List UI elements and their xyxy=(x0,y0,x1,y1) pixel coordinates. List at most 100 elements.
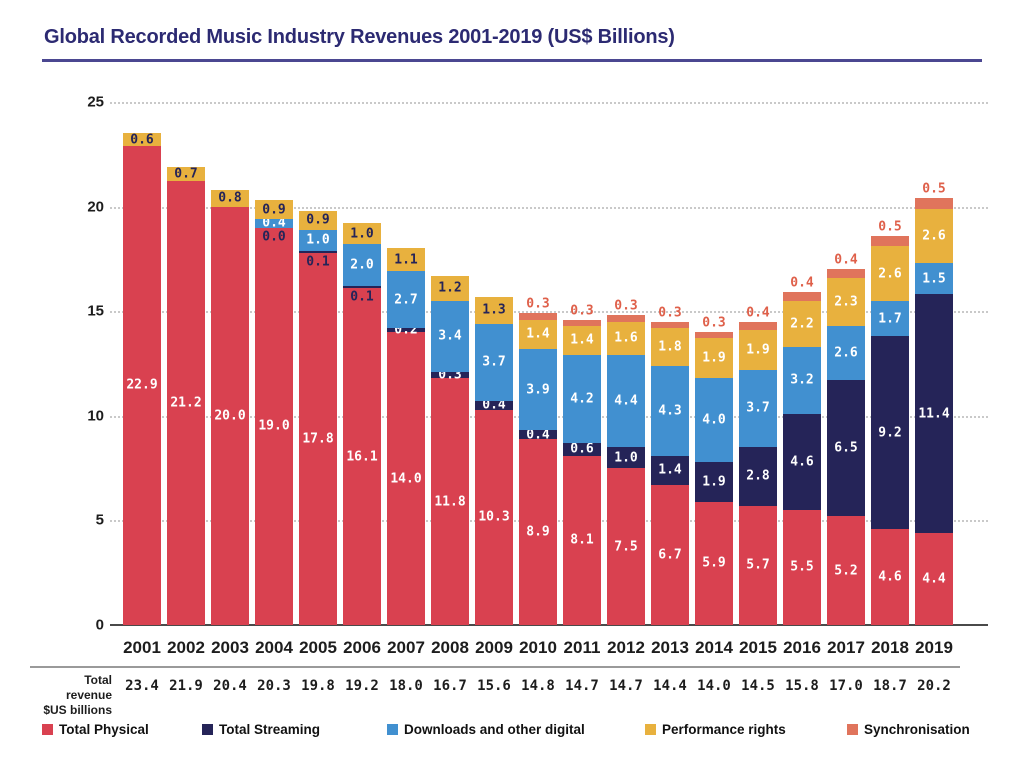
segment-value-label: 22.9 xyxy=(126,377,158,393)
bar-segment-synchronisation xyxy=(783,292,821,301)
segment-value-label: 0.9 xyxy=(306,212,330,228)
bar-segment-performance-rights xyxy=(211,189,249,207)
bar-segment-synchronisation xyxy=(871,235,909,247)
legend-item-downloads-and-other-digital: Downloads and other digital xyxy=(387,722,585,737)
bar-segment-performance-rights xyxy=(871,246,909,301)
bar-segment-total-streaming xyxy=(475,401,513,410)
total-revenue-label-line1: Total revenue xyxy=(65,673,112,702)
bar-segment-total-physical xyxy=(167,181,205,625)
segment-value-label: 1.0 xyxy=(350,226,374,242)
total-revenue-value: 15.8 xyxy=(785,678,819,694)
bar-segment-downloads-and-other-digital xyxy=(343,244,381,287)
bar-segment-performance-rights xyxy=(519,319,557,349)
legend-item-synchronisation: Synchronisation xyxy=(847,722,970,737)
bar-segment-downloads-and-other-digital xyxy=(563,355,601,443)
segment-value-label: 4.6 xyxy=(790,454,814,470)
legend-item-total-streaming: Total Streaming xyxy=(202,722,320,737)
segment-value-label: 3.9 xyxy=(526,382,550,398)
x-axis-label-year: 2013 xyxy=(651,638,689,657)
segment-value-label: 1.6 xyxy=(614,330,638,346)
bar-segment-performance-rights xyxy=(475,296,513,324)
y-axis-label-15: 15 xyxy=(87,302,104,320)
bar-segment-synchronisation xyxy=(519,313,557,320)
bar-segment-total-physical xyxy=(475,409,513,625)
x-axis-label-year: 2017 xyxy=(827,638,865,657)
bar-segment-total-streaming xyxy=(387,327,425,333)
bar-segment-total-physical xyxy=(255,227,293,625)
bar-segment-downloads-and-other-digital xyxy=(431,300,469,372)
segment-value-label: 0.3 xyxy=(702,315,726,331)
bar-segment-total-physical xyxy=(871,528,909,625)
total-revenue-value: 14.7 xyxy=(565,678,599,694)
segment-value-label: 5.9 xyxy=(702,555,726,571)
legend-item-performance-rights: Performance rights xyxy=(645,722,786,737)
bar-segment-downloads-and-other-digital xyxy=(739,369,777,448)
title-underline-divider xyxy=(42,59,982,62)
segment-value-label: 0.6 xyxy=(130,132,154,148)
chart-legend: Total Physical Total Streaming Downloads a… xyxy=(0,722,1024,746)
bar-segment-total-physical xyxy=(123,145,161,625)
bar-segment-total-physical xyxy=(299,252,337,625)
segment-value-label: 0.3 xyxy=(614,298,638,314)
segment-value-label: 0.5 xyxy=(878,219,902,235)
bar-segment-total-physical xyxy=(607,468,645,625)
x-axis-label-year: 2011 xyxy=(563,638,601,657)
total-revenue-value: 18.0 xyxy=(389,678,423,694)
legend-swatch-icon xyxy=(387,724,398,735)
segment-value-label: 9.2 xyxy=(878,425,902,441)
segment-value-label: 0.7 xyxy=(174,166,198,182)
legend-swatch-icon xyxy=(42,724,53,735)
x-axis-label-year: 2002 xyxy=(167,638,205,657)
bar-segment-performance-rights xyxy=(827,277,865,326)
bar-segment-performance-rights xyxy=(431,275,469,301)
legend-label: Total Streaming xyxy=(219,722,321,737)
total-revenue-value: 14.5 xyxy=(741,678,775,694)
bar-segment-synchronisation xyxy=(915,198,953,209)
legend-label: Total Physical xyxy=(59,722,149,737)
bar-segment-synchronisation xyxy=(563,319,601,326)
total-revenue-value: 23.4 xyxy=(125,678,159,694)
segment-value-label: 0.8 xyxy=(218,190,242,206)
bar-segment-downloads-and-other-digital xyxy=(695,378,733,462)
total-revenue-value: 20.4 xyxy=(213,678,247,694)
bar-segment-total-streaming xyxy=(651,455,689,485)
total-revenue-label-line2: $US billions xyxy=(43,703,112,717)
gridline-15 xyxy=(110,311,988,314)
total-revenue-value: 20.2 xyxy=(917,678,951,694)
x-axis-label-year: 2014 xyxy=(695,638,733,657)
total-revenue-value: 16.7 xyxy=(433,678,467,694)
x-axis-label-year: 2018 xyxy=(871,638,909,657)
bar-segment-total-streaming xyxy=(607,447,645,469)
x-axis-label-year: 2005 xyxy=(299,638,337,657)
legend-label: Synchronisation xyxy=(864,722,970,737)
bar-segment-downloads-and-other-digital xyxy=(299,229,337,251)
segment-value-label: 1.9 xyxy=(702,474,726,490)
bar-segment-total-streaming xyxy=(299,250,337,253)
y-axis-label-10: 10 xyxy=(87,407,104,425)
gridline-20 xyxy=(110,206,988,209)
segment-value-label: 8.9 xyxy=(526,524,550,540)
bar-segment-total-physical xyxy=(563,455,601,625)
bar-segment-total-physical xyxy=(519,438,557,625)
segment-value-label: 4.4 xyxy=(922,571,946,587)
segment-value-label: 0.6 xyxy=(570,441,594,457)
y-axis-label-5: 5 xyxy=(95,511,104,529)
segment-value-label: 1.4 xyxy=(570,332,594,348)
bar-segment-performance-rights xyxy=(255,200,293,220)
total-revenue-value: 14.0 xyxy=(697,678,731,694)
bar-segment-total-streaming xyxy=(827,380,865,517)
legend-swatch-icon xyxy=(645,724,656,735)
bar-segment-total-physical xyxy=(827,516,865,625)
bar-segment-total-streaming xyxy=(343,286,381,289)
bar-segment-total-physical xyxy=(211,206,249,625)
x-axis-label-year: 2006 xyxy=(343,638,381,657)
segment-value-label: 0.4 xyxy=(790,275,814,291)
total-revenue-value: 14.8 xyxy=(521,678,555,694)
segment-value-label: 6.7 xyxy=(658,547,682,563)
total-revenue-value: 14.7 xyxy=(609,678,643,694)
legend-label: Performance rights xyxy=(662,722,786,737)
bar-segment-total-streaming xyxy=(695,461,733,502)
segment-value-label: 3.2 xyxy=(790,372,814,388)
bar-segment-downloads-and-other-digital xyxy=(871,300,909,337)
segment-value-label: 2.6 xyxy=(834,345,858,361)
